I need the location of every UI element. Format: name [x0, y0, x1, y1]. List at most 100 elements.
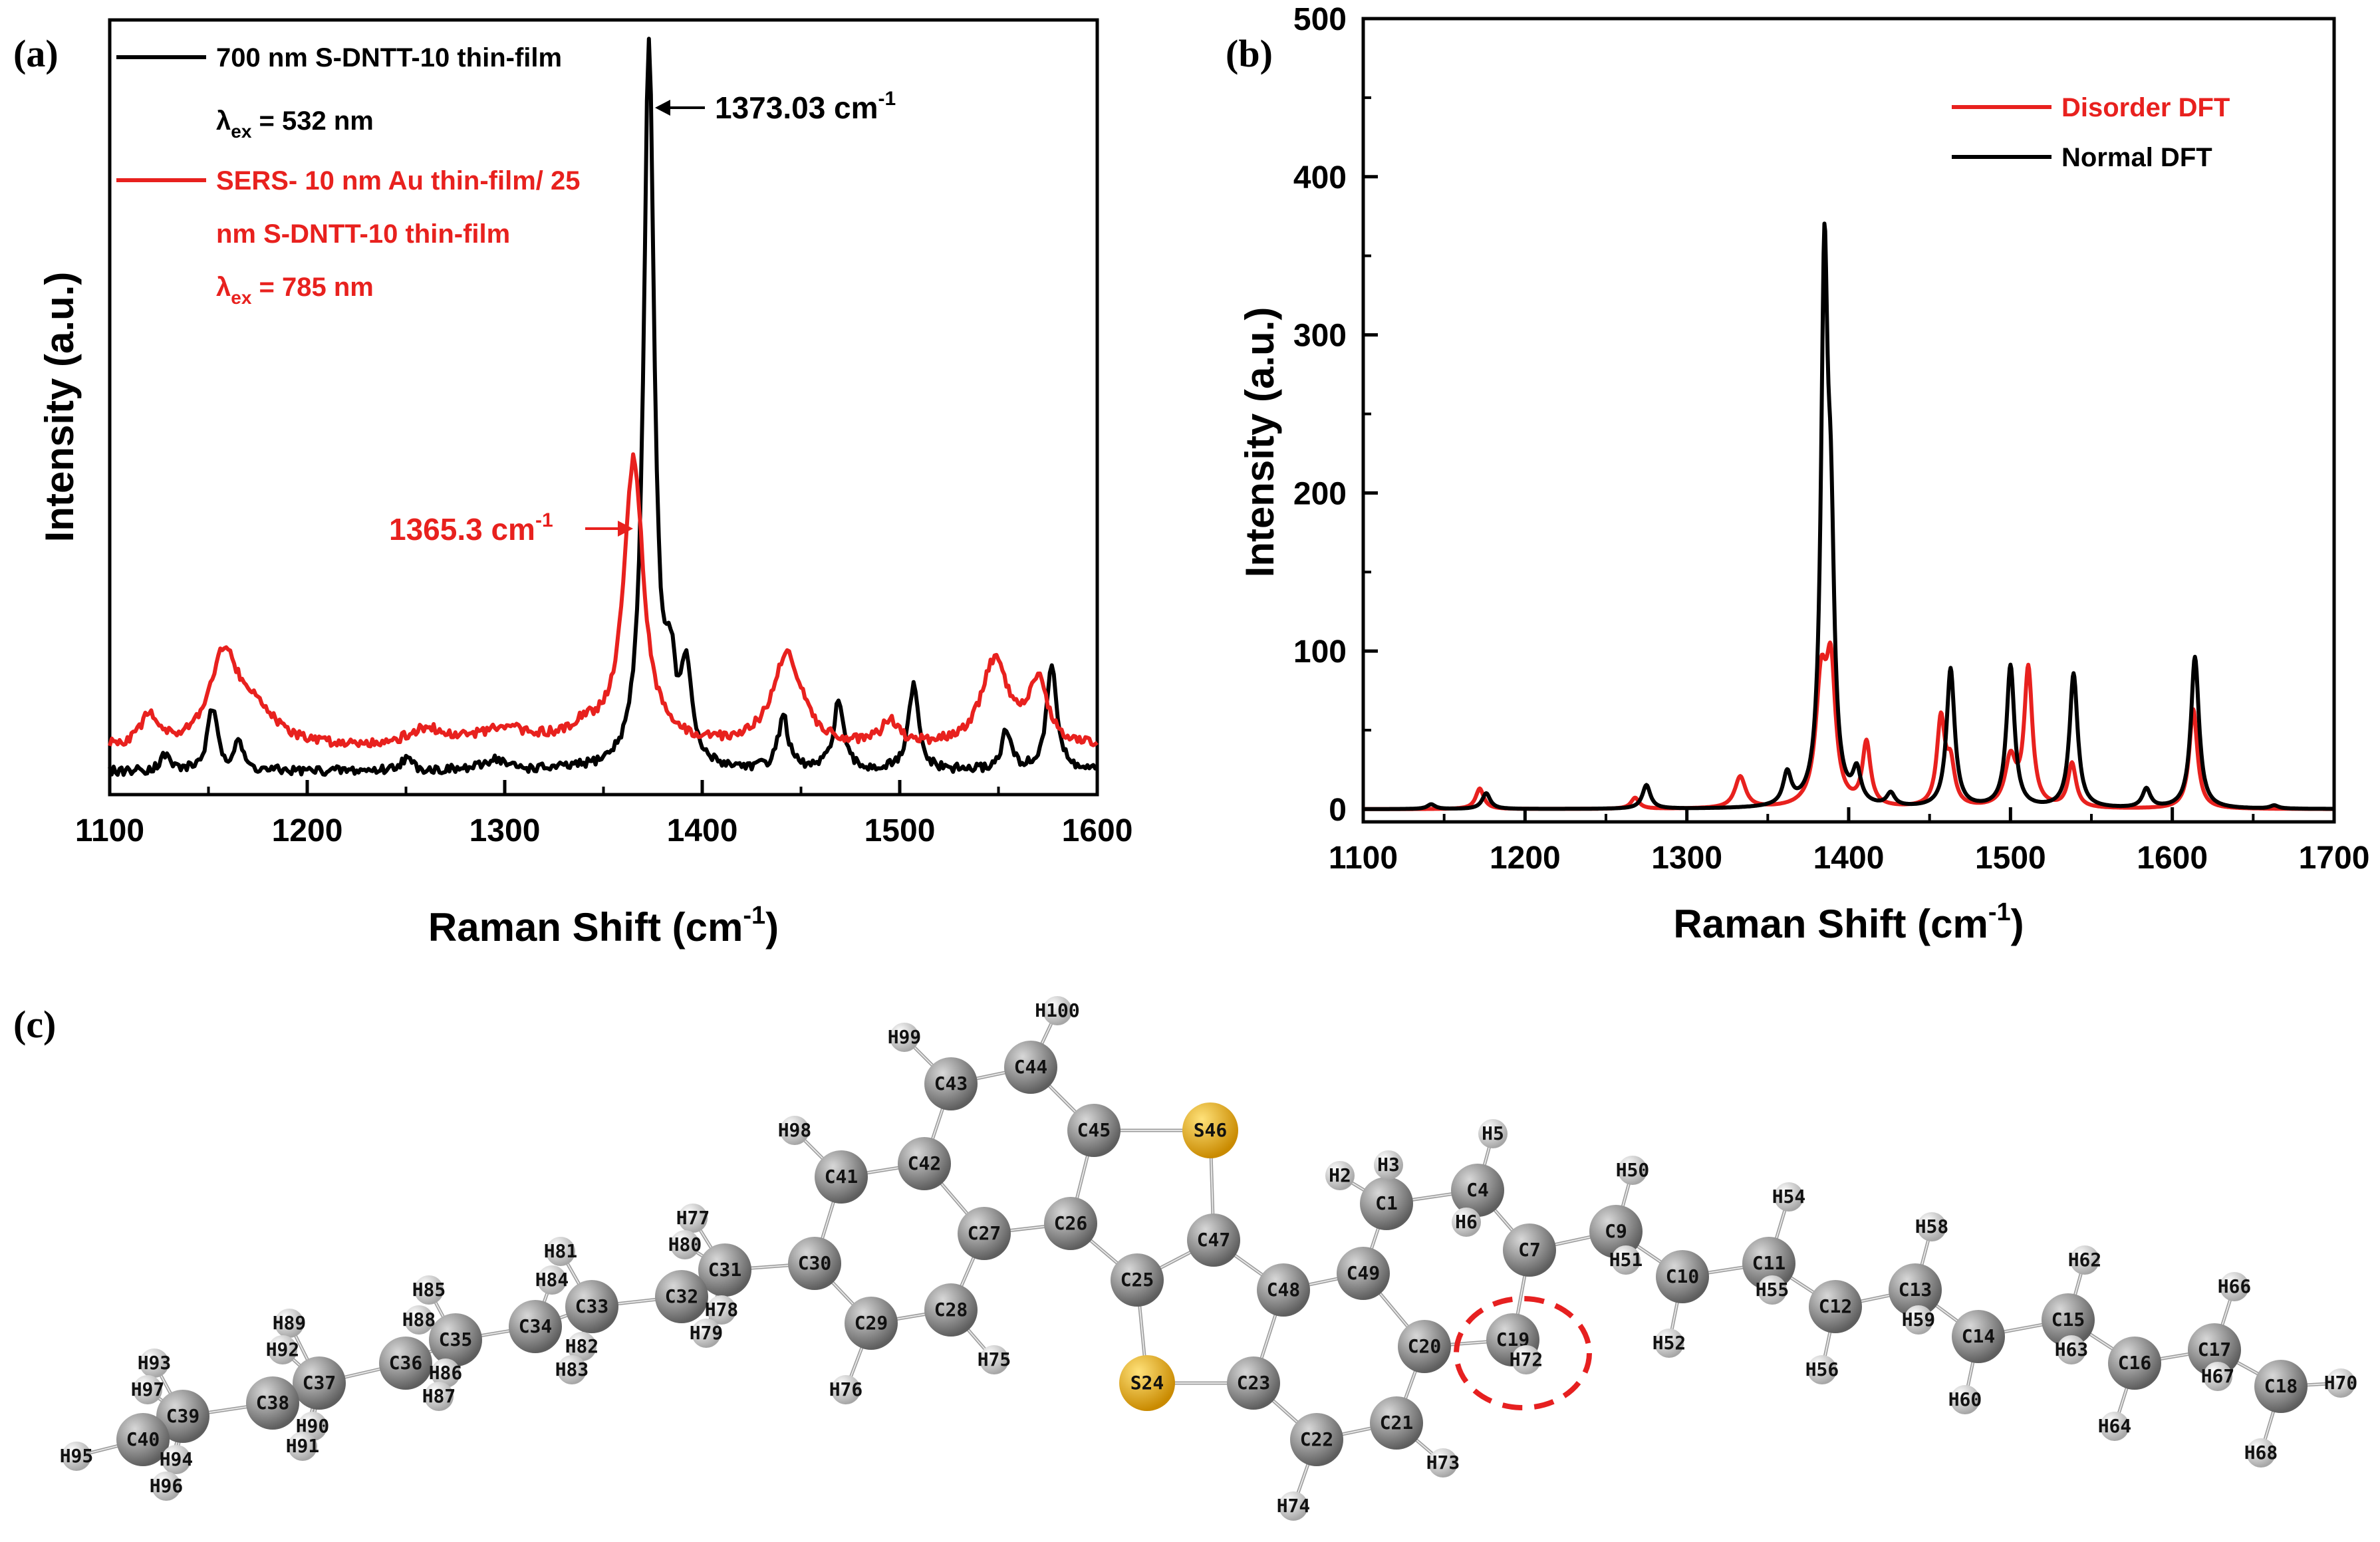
- atom-h92: H92: [266, 1335, 299, 1364]
- atom-sphere: [275, 1309, 304, 1338]
- legend-entry: nm S-DNTT-10 thin-film: [216, 219, 510, 249]
- atom-sphere: [1257, 1263, 1310, 1317]
- atom-c47: C47: [1187, 1214, 1240, 1267]
- atom-label: C37: [303, 1372, 336, 1394]
- atom-sphere: [1758, 1275, 1787, 1305]
- atom-label: H81: [544, 1240, 578, 1262]
- atom-h97: H97: [131, 1375, 165, 1404]
- atom-c26: C26: [1044, 1197, 1097, 1250]
- atom-h3: H3: [1374, 1150, 1403, 1180]
- atom-sphere: [1398, 1320, 1451, 1373]
- series-line-normal-dft: [1362, 221, 2335, 811]
- atom-label: C14: [1962, 1325, 1996, 1347]
- atom-h66: H66: [2218, 1272, 2252, 1301]
- atom-sphere: [1656, 1250, 1709, 1303]
- atom-sphere: [567, 1332, 596, 1361]
- atom-label: C47: [1197, 1229, 1231, 1251]
- y-tick-label: 0: [1329, 793, 1347, 828]
- atom-label: C34: [519, 1315, 553, 1337]
- panel-c-label: (c): [13, 1003, 56, 1046]
- atom-label: H95: [60, 1445, 94, 1467]
- atom-sphere: [698, 1243, 751, 1297]
- atom-h62: H62: [2068, 1245, 2101, 1275]
- atom-label: H79: [690, 1322, 724, 1344]
- atom-label: S24: [1130, 1372, 1164, 1394]
- atom-label: C20: [1408, 1335, 1442, 1357]
- panel-a-x-axis-title: Raman Shift (cm-1): [428, 902, 779, 950]
- atom-c31: C31: [698, 1243, 751, 1297]
- atom-label: H96: [150, 1475, 184, 1497]
- panel-b-chart: (b) 1100 1200 1300 1400 1500 1600 1700 0 100 200…: [1226, 2, 2369, 946]
- atom-label: C23: [1237, 1372, 1271, 1394]
- atom-label: H66: [2218, 1275, 2252, 1297]
- atom-sphere: [537, 1265, 567, 1295]
- atom-sphere: [898, 1137, 951, 1190]
- atom-c7: C7: [1503, 1223, 1556, 1277]
- atom-c16: C16: [2108, 1337, 2161, 1390]
- atom-c12: C12: [1809, 1280, 1862, 1333]
- legend-entry: λex = 785 nm: [216, 273, 374, 308]
- atom-h51: H51: [1609, 1245, 1643, 1275]
- atom-sphere: [980, 1345, 1009, 1374]
- panel-b-x-axis-title: Raman Shift (cm-1): [1673, 898, 2024, 946]
- atom-h74: H74: [1277, 1491, 1310, 1521]
- atom-label: H50: [1616, 1159, 1650, 1181]
- atom-sphere: [414, 1275, 444, 1305]
- y-tick-label: 200: [1293, 476, 1347, 511]
- atom-c45: C45: [1067, 1104, 1121, 1157]
- atom-h76: H76: [829, 1375, 862, 1404]
- atom-h81: H81: [544, 1237, 578, 1266]
- atom-c10: C10: [1656, 1250, 1709, 1303]
- atom-sphere: [924, 1057, 978, 1110]
- atom-sphere: [1290, 1413, 1343, 1466]
- atom-label: H70: [2324, 1372, 2358, 1394]
- atom-h63: H63: [2055, 1335, 2088, 1364]
- atom-label: C10: [1666, 1265, 1700, 1287]
- atom-label: H97: [131, 1378, 165, 1400]
- x-tick-label: 1600: [1062, 813, 1133, 848]
- atom-label: H72: [1510, 1349, 1543, 1370]
- panel-b-label: (b): [1226, 32, 1273, 75]
- atom-h98: H98: [778, 1116, 811, 1145]
- atom-sphere: [404, 1305, 434, 1335]
- atom-sphere: [1742, 1237, 1795, 1290]
- atom-label: C26: [1054, 1212, 1088, 1234]
- series-line-disorder-dft: [1362, 640, 2335, 811]
- atom-label: C21: [1380, 1412, 1414, 1434]
- x-tick-label: 1400: [667, 813, 738, 848]
- atom-label: H91: [286, 1435, 320, 1457]
- atom-sphere: [780, 1116, 809, 1145]
- atom-sphere: [1654, 1329, 1684, 1358]
- panel-c-molecule: (c) C1 C4 C7 C9 C10 C11 C12 C13 C14 C15 C16 C17 C18 C…: [13, 996, 2357, 1521]
- atom-label: C42: [908, 1152, 942, 1174]
- atom-s46: S46: [1182, 1102, 1238, 1158]
- atom-h86: H86: [429, 1358, 462, 1388]
- atom-label: C49: [1347, 1262, 1381, 1284]
- atom-sphere: [670, 1230, 700, 1259]
- panel-a-legend: 700 nm S-DNTT-10 thin-film λex = 532 nm SE…: [116, 43, 580, 308]
- atom-sphere: [2203, 1362, 2232, 1391]
- atom-h70: H70: [2324, 1368, 2358, 1398]
- atom-label: S46: [1194, 1119, 1228, 1141]
- atom-label: H59: [1902, 1309, 1936, 1331]
- atom-label: C9: [1605, 1220, 1627, 1242]
- atom-sphere: [424, 1382, 454, 1411]
- atom-c18: C18: [2254, 1360, 2308, 1413]
- atom-sphere: [1044, 1197, 1097, 1250]
- legend-entry: Disorder DFT: [2061, 93, 2230, 122]
- atom-sphere: [815, 1150, 868, 1204]
- atom-h52: H52: [1653, 1329, 1686, 1358]
- panel-b-y-ticks: 0 100 200 300 400 500: [1293, 2, 1378, 828]
- atom-sphere: [1503, 1223, 1556, 1277]
- atom-label: C40: [126, 1428, 160, 1450]
- atom-sphere: [246, 1376, 299, 1430]
- annotation-arrowhead: [655, 100, 670, 116]
- atom-c29: C29: [845, 1297, 898, 1350]
- atom-sphere: [546, 1237, 575, 1266]
- legend-entry: SERS- 10 nm Au thin-film/ 25: [216, 166, 580, 195]
- atom-sphere: [2057, 1335, 2086, 1364]
- atom-sphere: [1809, 1280, 1862, 1333]
- atom-sphere: [1182, 1102, 1238, 1158]
- atom-label: C17: [2198, 1339, 2232, 1360]
- atom-sphere: [2220, 1272, 2249, 1301]
